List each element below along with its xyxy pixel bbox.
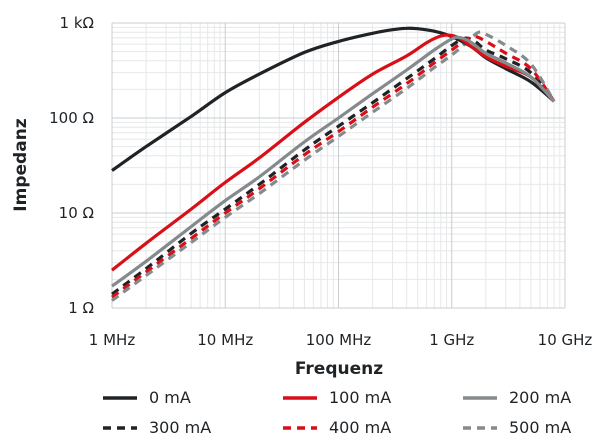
- y-tick-label: 1 kΩ: [60, 14, 94, 32]
- legend-item-300-ma: 300 mA: [103, 418, 211, 437]
- y-axis-title: Impedanz: [11, 118, 31, 211]
- y-axis-ticks: 1 Ω 10 Ω 100 Ω 1 kΩ: [49, 14, 94, 317]
- x-tick-label: 100 MHz: [306, 331, 372, 349]
- legend-label: 500 mA: [509, 418, 571, 437]
- series-line-100-ma: [111, 33, 556, 272]
- legend-item-200-ma: 200 mA: [463, 388, 571, 407]
- y-tick-label: 10 Ω: [59, 204, 94, 222]
- series-line-500-ma: [111, 30, 556, 302]
- legend-item-100-ma: 100 mA: [283, 388, 391, 407]
- legend-item-400-ma: 400 mA: [283, 418, 391, 437]
- legend-label: 100 mA: [329, 388, 391, 407]
- y-tick-label: 100 Ω: [49, 109, 94, 127]
- legend-label: 300 mA: [149, 418, 211, 437]
- legend-item-0-ma: 0 mA: [103, 388, 191, 407]
- series-line-300-ma: [111, 36, 556, 296]
- legend-label: 400 mA: [329, 418, 391, 437]
- y-tick-label: 1 Ω: [68, 299, 94, 317]
- x-axis-ticks: 1 MHz 10 MHz 100 MHz 1 GHz 10 GHz: [89, 331, 593, 349]
- series-line-400-ma: [111, 34, 556, 299]
- x-tick-label: 1 MHz: [89, 331, 136, 349]
- x-tick-label: 1 GHz: [429, 331, 474, 349]
- legend-label: 200 mA: [509, 388, 571, 407]
- legend-label: 0 mA: [149, 388, 191, 407]
- legend: 0 mA 100 mA 200 mA 300 mA 400 mA 500 mA: [103, 388, 571, 437]
- x-axis-title: Frequenz: [295, 359, 383, 379]
- x-tick-label: 10 MHz: [197, 331, 253, 349]
- series-lines: [111, 26, 556, 302]
- series-line-200-ma: [111, 35, 556, 288]
- x-tick-label: 10 GHz: [538, 331, 593, 349]
- legend-item-500-ma: 500 mA: [463, 418, 571, 437]
